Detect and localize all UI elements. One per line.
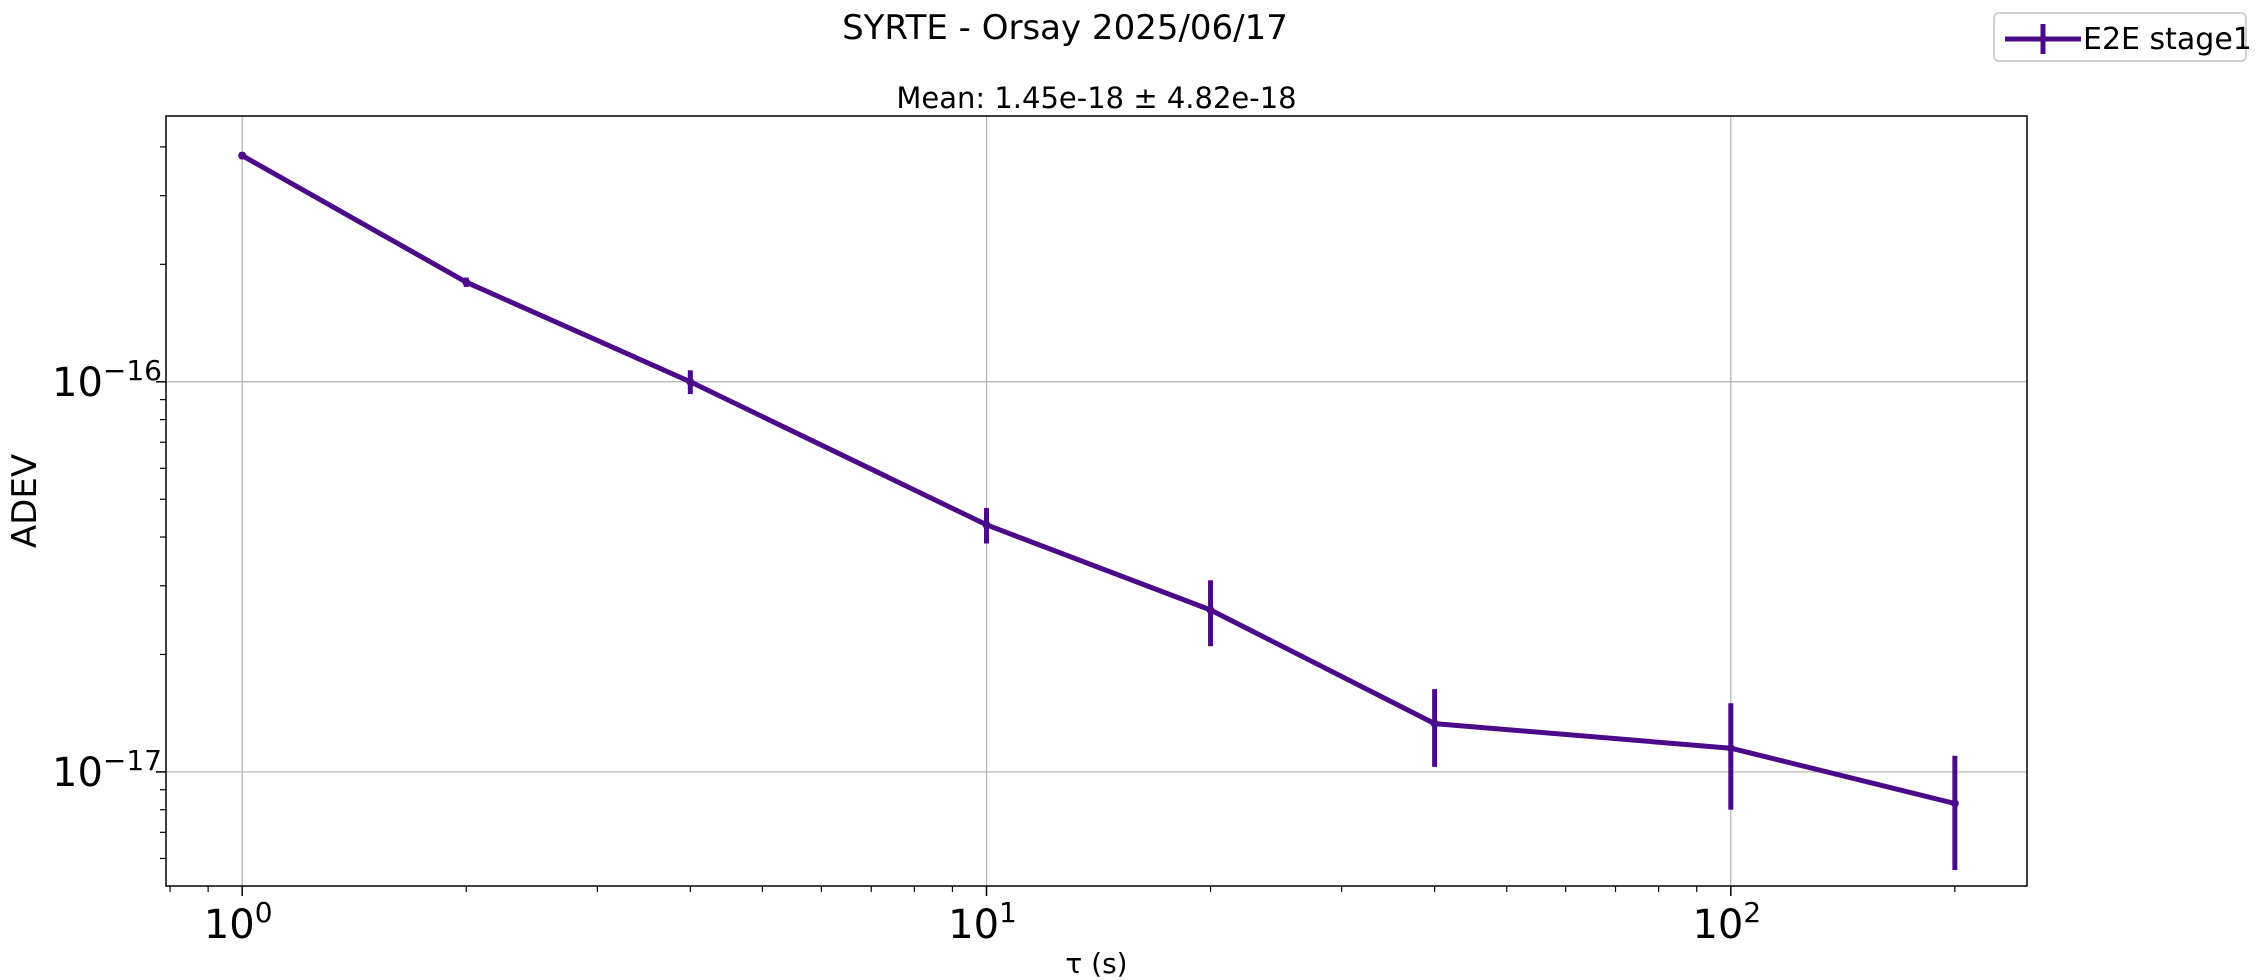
- x-tick-label: 101: [948, 896, 1017, 948]
- y-tick-label: 10−17: [52, 744, 162, 796]
- data-point: [686, 377, 695, 386]
- x-tick-label: 102: [1692, 896, 1761, 948]
- grid-lines: [166, 116, 2027, 886]
- data-point: [1726, 744, 1735, 753]
- chart-title: Mean: 1.45e-18 ± 4.82e-18: [896, 81, 1296, 115]
- data-point: [238, 151, 247, 160]
- series-e2e-stage1: [238, 151, 1959, 871]
- data-point: [1430, 719, 1439, 728]
- minor-ticks: [160, 146, 1956, 892]
- data-point: [1950, 799, 1959, 808]
- plot-frame: [165, 115, 2028, 887]
- data-point: [982, 520, 991, 529]
- axis-ticks: 100 101 102 10−16 10−17: [52, 354, 1761, 948]
- data-point: [1206, 606, 1215, 615]
- figure-title: SYRTE - Orsay 2025/06/17: [842, 8, 1288, 48]
- x-axis-label: τ (s): [1065, 947, 1127, 980]
- x-tick-label: 100: [204, 896, 273, 948]
- legend-line-icon: [2005, 24, 2081, 54]
- legend: E2E stage1: [1993, 12, 2252, 62]
- y-axis-label: ADEV: [5, 454, 45, 548]
- data-point: [462, 278, 471, 287]
- y-tick-label: 10−16: [52, 354, 162, 406]
- legend-label: E2E stage1: [2083, 22, 2252, 57]
- series-line: [240, 153, 1956, 806]
